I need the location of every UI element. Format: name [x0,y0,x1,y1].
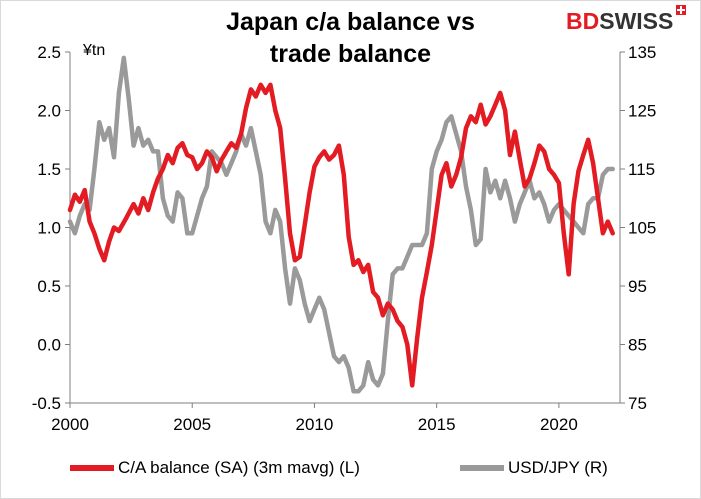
left-tick-label: -0.5 [32,394,61,413]
right-tick-label: 95 [628,277,647,296]
series-line-ca-balance [67,82,615,388]
logo-text-bd: BD [566,8,600,34]
x-tick-label: 2005 [173,415,211,434]
unit-label: ¥tn [83,42,106,59]
left-tick-label: 0.5 [37,277,61,296]
left-tick-label: 1.0 [37,219,61,238]
chart-title-line2: trade balance [269,40,432,68]
right-tick-label: 105 [628,219,656,238]
swiss-cross-icon [676,5,686,15]
legend-swatch-usdjpy [460,465,504,471]
x-tick-label: 2020 [540,415,578,434]
x-tick-label: 2015 [418,415,456,434]
legend-label-usdjpy: USD/JPY (R) [508,458,608,477]
left-tick-label: 2.0 [37,102,61,121]
axes-layer: -0.5 0.0 0.5 1.0 1.5 2.0 2.5 75 85 95 105 115 125 135… [32,43,657,434]
legend-item-usdjpy: USD/JPY (R) [460,458,608,478]
series-line-usdjpy [67,55,615,394]
x-tick-label: 2000 [51,415,89,434]
right-tick-label: 75 [628,394,647,413]
right-tick-label: 85 [628,336,647,355]
bdswiss-logo: BDSWISS [566,5,686,35]
left-tick-label: 1.5 [37,160,61,179]
right-tick-label: 125 [628,102,656,121]
legend-item-ca: C/A balance (SA) (3m mavg) (L) [70,458,360,478]
left-tick-label: 0.0 [37,336,61,355]
right-tick-label: 115 [628,160,655,179]
legend-swatch-ca [70,465,114,471]
x-tick-label: 2010 [296,415,334,434]
logo-text-swiss: SWISS [599,8,674,34]
legend-label-ca: C/A balance (SA) (3m mavg) (L) [118,458,360,477]
left-tick-label: 2.5 [37,43,61,62]
chart-title-line1: Japan c/a balance vs [226,8,475,36]
series-layer [67,55,615,394]
right-tick-label: 135 [628,43,656,62]
